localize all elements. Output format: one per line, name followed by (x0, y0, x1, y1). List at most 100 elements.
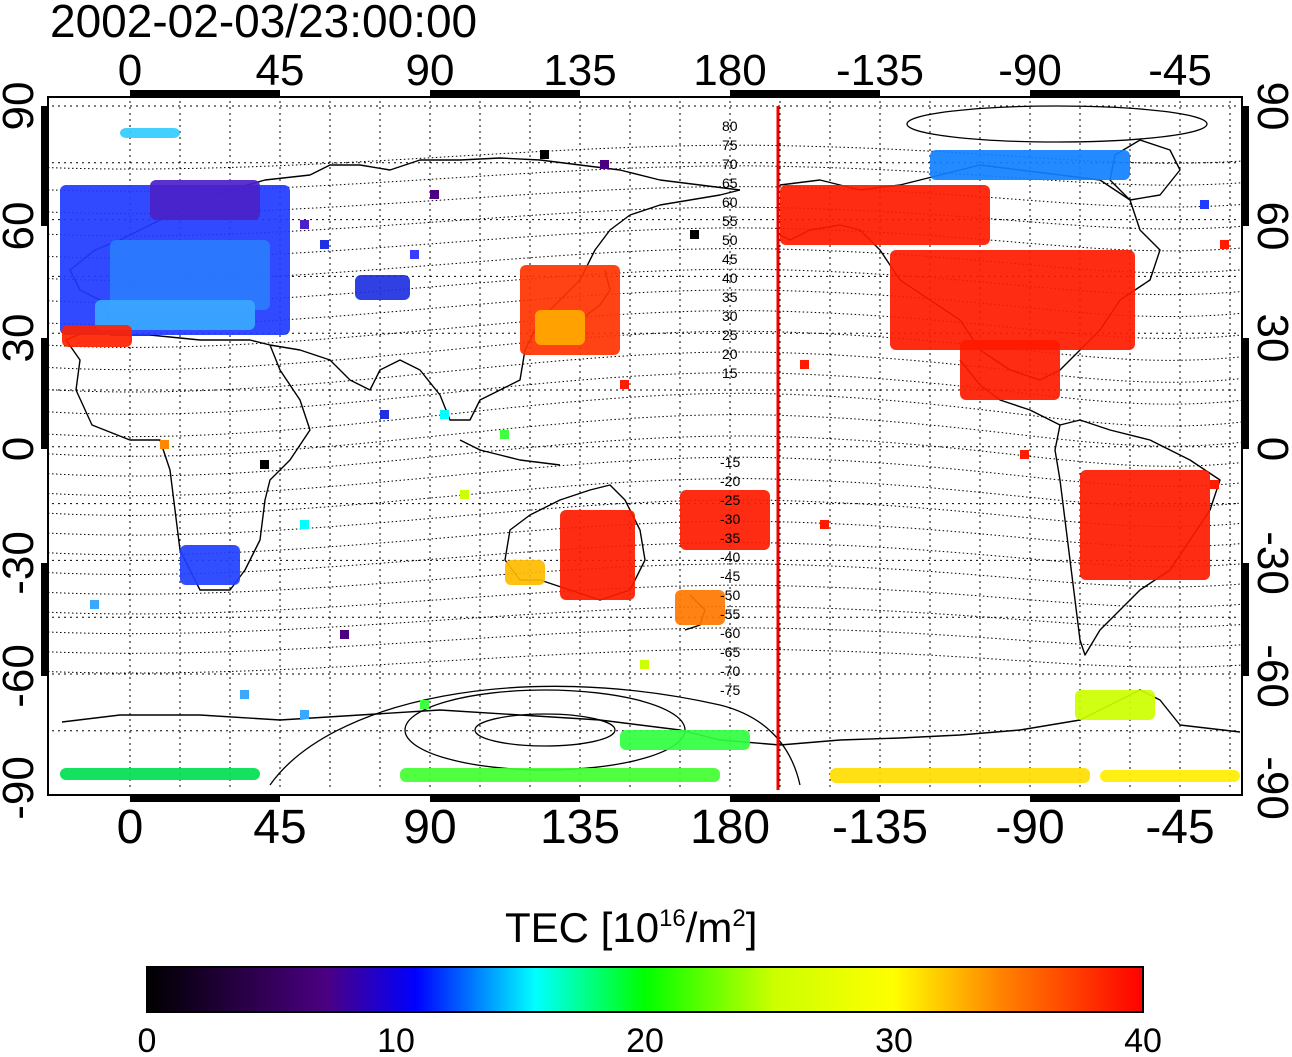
contour-label: -75 (720, 682, 740, 698)
contour-label: 75 (722, 137, 738, 153)
x-tick-label-top: 180 (693, 46, 766, 95)
tec-sample (800, 360, 809, 369)
axis-bars (41, 90, 1249, 802)
contour-label: 70 (722, 156, 738, 172)
axis-bar-bottom (130, 795, 280, 802)
tec-patch (620, 730, 750, 750)
tec-sample (600, 160, 609, 169)
contour-label: 80 (722, 118, 738, 134)
contour-line (47, 330, 1243, 371)
tec-patch (120, 128, 180, 138)
tec-patch (95, 300, 255, 330)
colorbar-tick-label: 10 (377, 1022, 415, 1057)
contour-label: 55 (722, 213, 738, 229)
tec-patch (675, 590, 725, 625)
tec-sample (410, 250, 419, 259)
contour-label: -15 (720, 454, 740, 470)
y-tick-label-left: 60 (0, 202, 43, 251)
indonesia-coast (459, 439, 561, 466)
x-tick-label-top: -90 (998, 46, 1062, 95)
south-america-coast (1054, 419, 1221, 656)
axis-bar-bottom (730, 795, 880, 802)
tec-sample (160, 440, 169, 449)
contour-label: -30 (720, 511, 740, 527)
contour-line (47, 392, 1243, 438)
contour-line (47, 414, 1243, 457)
contour-label: 15 (722, 365, 738, 381)
contour-label: 25 (722, 327, 738, 343)
colorbar-tick-labels: 0 10 20 30 40 (138, 1022, 1162, 1057)
contour-label: -70 (720, 663, 740, 679)
tec-patch (150, 180, 260, 220)
y-tick-label-right: -30 (1248, 531, 1292, 595)
colorbar-title-close: ] (745, 904, 758, 951)
tec-sample (690, 230, 699, 239)
contour-label: 30 (722, 308, 738, 324)
tec-sample (500, 430, 509, 439)
contour-label: -45 (720, 568, 740, 584)
x-tick-label-bottom: 45 (253, 801, 306, 854)
contour-line (47, 372, 1243, 415)
contour-label: -60 (720, 625, 740, 641)
tec-sample (90, 600, 99, 609)
tec-sample (1020, 450, 1029, 459)
africa-coast (65, 334, 311, 591)
axis-bar-right (1242, 563, 1249, 676)
tec-sample (430, 190, 439, 199)
x-tick-label-bottom: 135 (540, 801, 620, 854)
contour-label: -35 (720, 530, 740, 546)
contour-line (47, 351, 1243, 393)
tec-patch (355, 275, 410, 300)
tec-patch (680, 490, 770, 550)
tec-patch (890, 250, 1135, 350)
axis-bar-left (41, 563, 48, 676)
x-tick-label-top: 135 (543, 46, 616, 95)
colorbar-title: TEC [1016/m2] (505, 905, 757, 951)
tec-sample (300, 710, 309, 719)
tec-sample (1210, 480, 1219, 489)
tec-patch (535, 310, 585, 345)
axis-labels: 0045459090135135180180-135-135-90-90-45-… (0, 46, 1292, 854)
contour-label: -55 (720, 606, 740, 622)
colorbar (146, 966, 1144, 1013)
tec-sample (300, 220, 309, 229)
tec-sample (340, 630, 349, 639)
tec-sample (460, 490, 469, 499)
contour-line (47, 563, 1243, 595)
axis-bar-right (1242, 338, 1249, 449)
x-tick-label-bottom: -90 (995, 801, 1064, 854)
tec-patch (400, 768, 720, 782)
axis-bar-bottom (430, 795, 580, 802)
tec-observations (60, 128, 1240, 783)
x-tick-label-bottom: -135 (832, 801, 928, 854)
colorbar-title-unit: /m (685, 904, 733, 951)
colorbar-tick-label: 0 (138, 1022, 157, 1057)
tec-sample (1220, 240, 1229, 249)
tec-patch (930, 150, 1130, 180)
timestamp-label: 2002-02-03/23:00:00 (50, 0, 478, 47)
x-tick-label-bottom: 90 (403, 801, 456, 854)
y-tick-label-right: -90 (1248, 756, 1292, 820)
contour-label: 50 (722, 232, 738, 248)
tec-patch (62, 325, 132, 347)
tec-sample (440, 410, 449, 419)
axis-bar-bottom (1030, 795, 1180, 802)
tec-sample (540, 150, 549, 159)
tec-sample (420, 700, 429, 709)
contour-label: 60 (722, 194, 738, 210)
axis-bar-top (130, 90, 280, 97)
axis-bar-left (41, 106, 48, 226)
australia-coast (504, 484, 646, 601)
contour-label: -20 (720, 473, 740, 489)
contour-label: 45 (722, 251, 738, 267)
north-pole-contour (906, 105, 1208, 143)
contour-label: -65 (720, 644, 740, 660)
y-tick-label-right: -60 (1248, 644, 1292, 708)
tec-sample (260, 460, 269, 469)
tec-patch (780, 185, 990, 245)
x-tick-label-top: 90 (406, 46, 455, 95)
y-tick-label-left: 0 (0, 437, 43, 461)
siberia-coast (309, 157, 741, 191)
contour-label: -50 (720, 587, 740, 603)
